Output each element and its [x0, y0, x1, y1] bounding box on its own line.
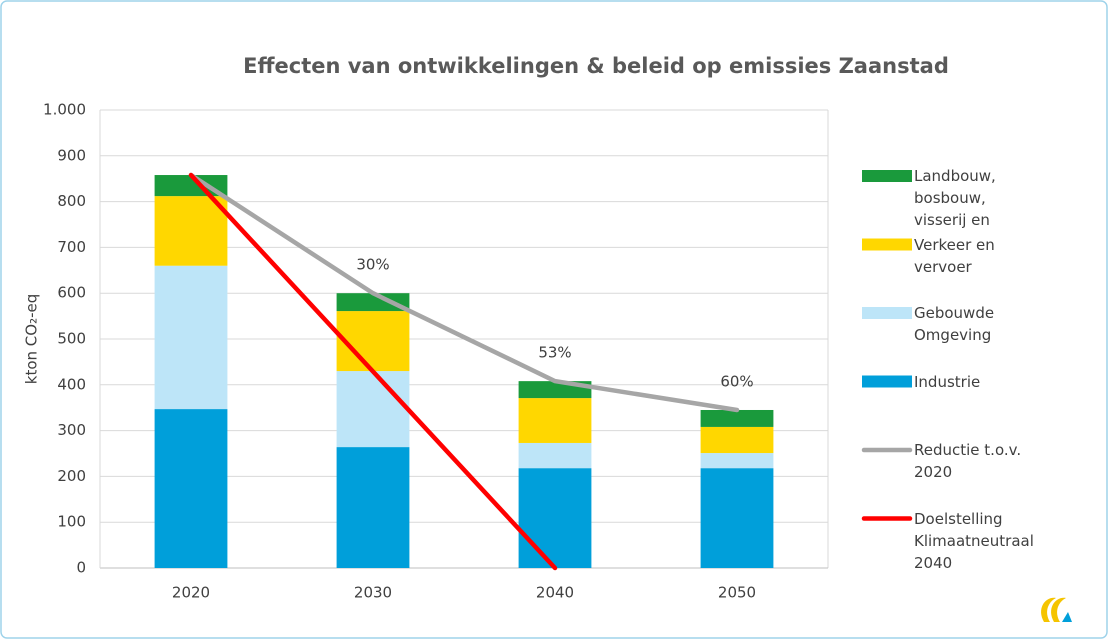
- y-tick-label: 800: [57, 192, 86, 210]
- line: [188, 172, 740, 413]
- legend-item: Industrie: [862, 372, 981, 391]
- legend-swatch: [862, 375, 912, 388]
- data-label: 60%: [720, 372, 753, 390]
- legend-item: Verkeer en vervoer: [862, 235, 995, 276]
- bar-segment: [700, 468, 774, 568]
- legend-item: Landbouw, bosbouw, visserij en natuur: [862, 167, 996, 235]
- bar-segment: [700, 409, 774, 427]
- legend-item: Gebouwde Omgeving: [862, 304, 995, 344]
- line: [188, 172, 558, 571]
- y-tick-label: 1.000: [43, 101, 86, 119]
- legend-item: Doelstelling Klimaatneutraal 2040: [861, 509, 1034, 572]
- x-tick-label: 2030: [354, 584, 392, 602]
- legend-swatch: [862, 170, 912, 182]
- chart-title: Effecten van ontwikkelingen & beleid op …: [243, 54, 949, 78]
- bar-segment: [154, 409, 228, 568]
- legend-label-box: Landbouw, bosbouw, visserij en natuur: [914, 167, 996, 235]
- legend-label-box: Doelstelling Klimaatneutraal 2040: [914, 509, 1034, 572]
- legend-label-box: Reductie t.o.v. 2020: [914, 441, 1022, 481]
- bar-segment: [336, 311, 410, 372]
- bar-segment: [154, 175, 228, 197]
- legend-label: Industrie: [914, 372, 981, 391]
- bar-segment: [154, 265, 228, 410]
- legend-label: Reductie t.o.v. 2020: [914, 441, 1022, 481]
- y-tick-label: 300: [57, 421, 86, 439]
- y-tick-label: 200: [57, 467, 86, 485]
- x-tick-label: 2040: [536, 584, 574, 602]
- bar-segment: [518, 442, 592, 469]
- bar-segment: [154, 196, 228, 266]
- y-tick-label: 500: [57, 330, 86, 348]
- legend-label: Gebouwde Omgeving: [914, 304, 995, 344]
- legend-label-box: Industrie: [914, 372, 981, 391]
- y-tick-label: 700: [57, 238, 86, 256]
- legend-label-box: Verkeer en vervoer: [914, 235, 995, 276]
- data-label: 53%: [538, 344, 571, 362]
- x-tick-label: 2050: [718, 584, 756, 602]
- bar-segment: [700, 453, 774, 469]
- legend-label: Doelstelling Klimaatneutraal 2040: [914, 509, 1034, 572]
- bar-segment: [336, 293, 410, 312]
- y-tick-label: 600: [57, 284, 86, 302]
- legend-swatch: [862, 238, 912, 251]
- bar-segment: [518, 468, 592, 568]
- y-tick-label: 100: [57, 513, 86, 531]
- data-label: 30%: [356, 256, 389, 274]
- y-tick-label: 400: [57, 375, 86, 393]
- legend-label: Verkeer en vervoer: [914, 235, 995, 276]
- bar-segment: [518, 398, 592, 443]
- logo: [1041, 597, 1072, 622]
- bar-segment: [336, 371, 410, 448]
- legend-swatch: [862, 307, 912, 319]
- bar-segment: [700, 426, 774, 454]
- x-tick-label: 2020: [172, 584, 210, 602]
- legend-label-box: Gebouwde Omgeving: [914, 304, 995, 344]
- y-tick-label: 0: [76, 559, 86, 577]
- legend-item: Reductie t.o.v. 2020: [861, 441, 1022, 481]
- y-axis-label: kton CO₂-eq: [23, 294, 41, 384]
- legend-label: Landbouw, bosbouw, visserij en natuur: [914, 167, 996, 235]
- y-tick-label: 900: [57, 146, 86, 164]
- bar-segment: [336, 447, 410, 568]
